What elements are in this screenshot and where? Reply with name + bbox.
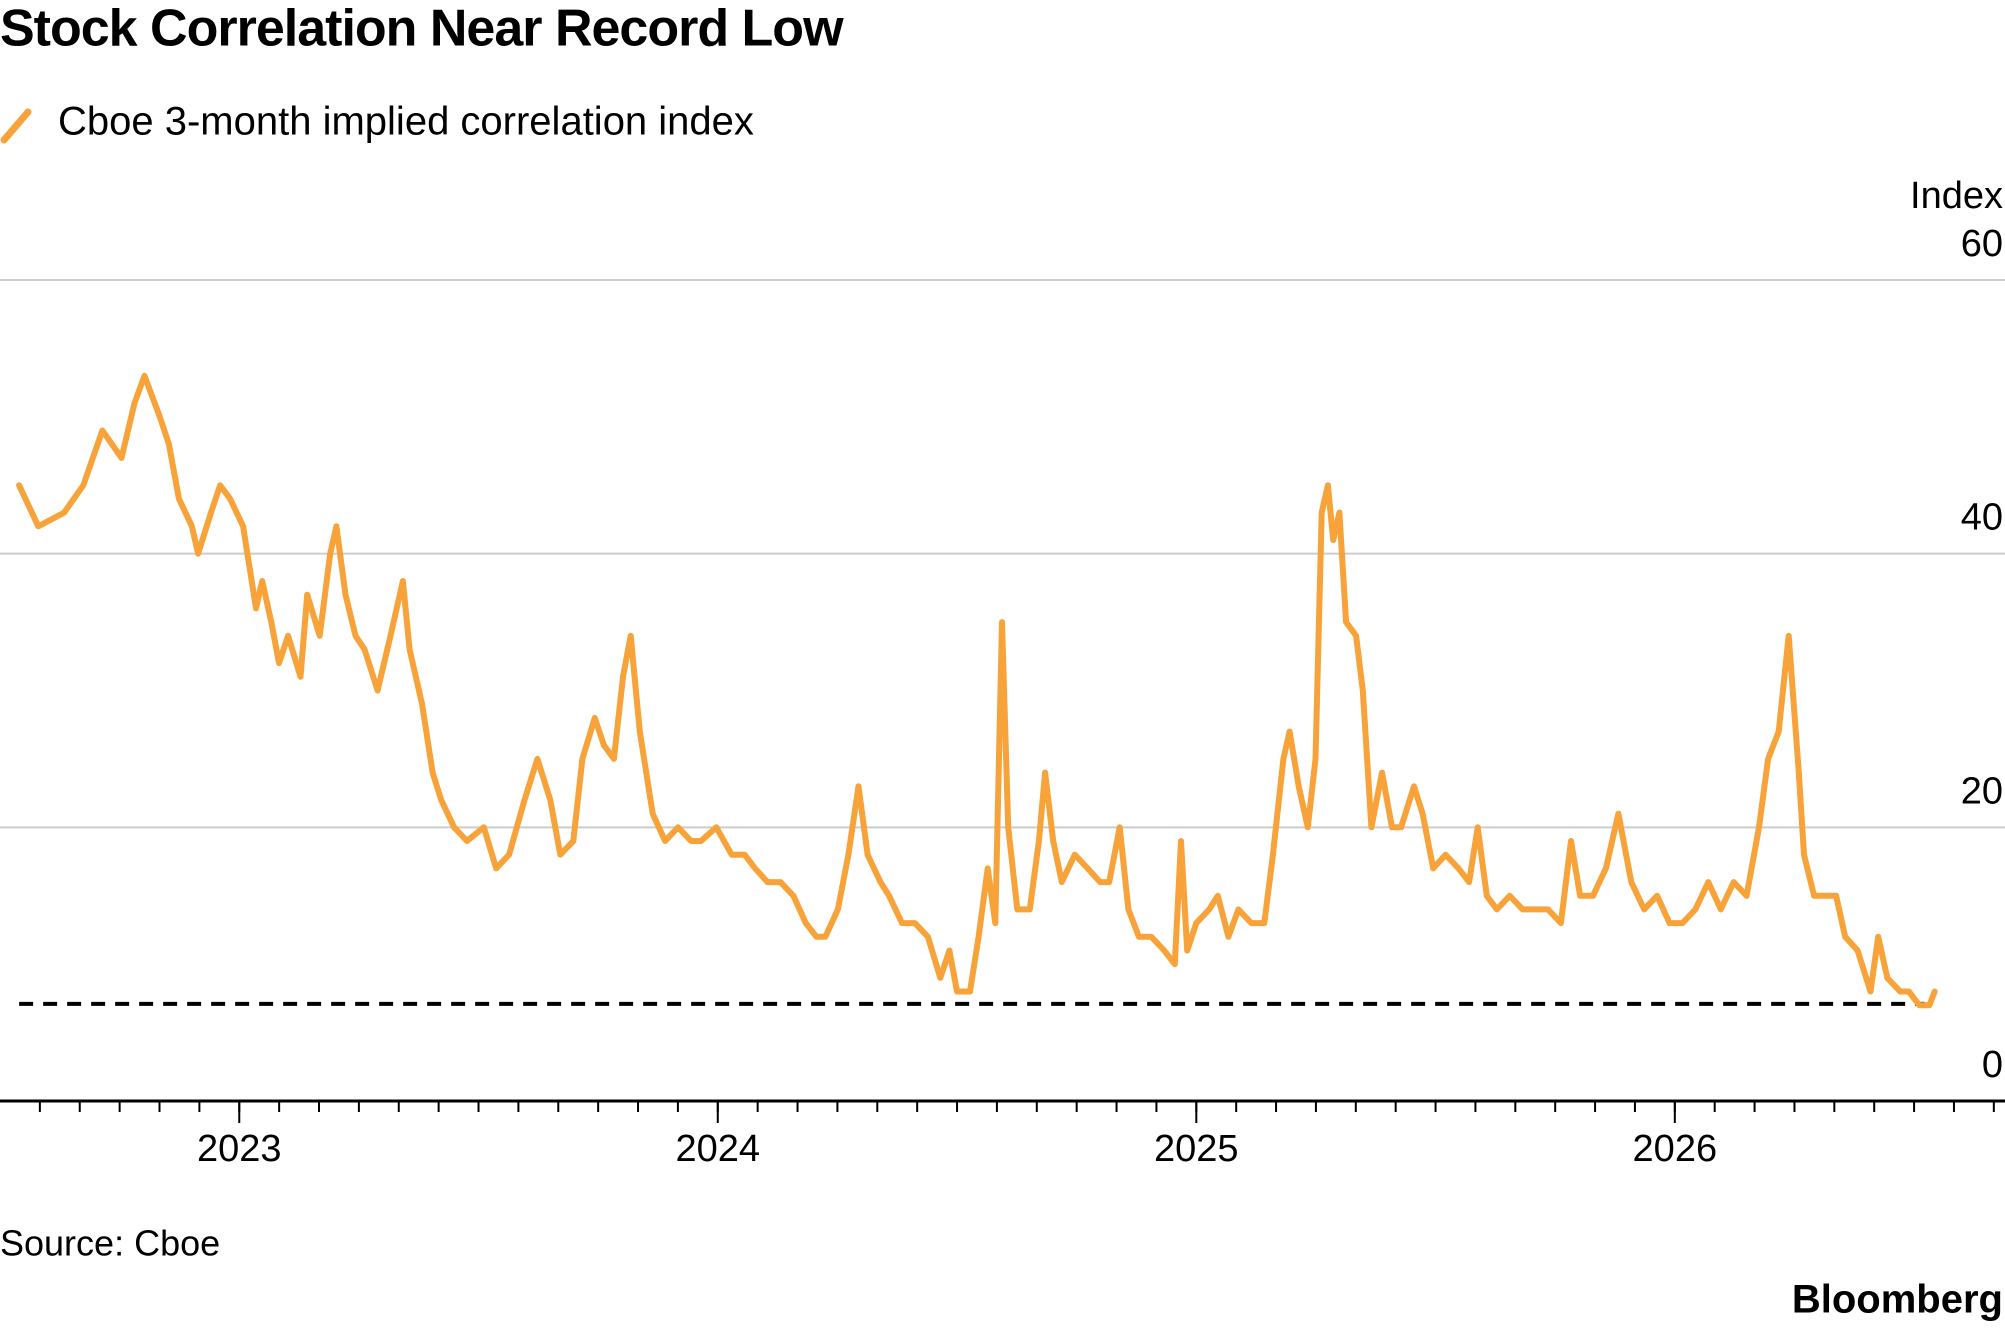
brand: Bloomberg: [1792, 1278, 2003, 1322]
x-tick-label: 2024: [676, 1128, 761, 1170]
x-tick-label: 2023: [197, 1128, 282, 1170]
y-tick-label: 40: [1961, 497, 2003, 539]
y-tick-label: 60: [1961, 223, 2003, 265]
y-axis-label: Index: [1910, 175, 2003, 217]
legend-swatch: [0, 108, 32, 144]
data-line: [16, 372, 1938, 1009]
x-tick-label: 2026: [1633, 1128, 1718, 1170]
source: Source: Cboe: [0, 1223, 220, 1264]
y-tick-label: 20: [1961, 770, 2003, 812]
x-tick-label: 2025: [1154, 1128, 1239, 1170]
chart-title: Stock Correlation Near Record Low: [0, 0, 844, 58]
y-tick-label: 0: [1982, 1044, 2003, 1086]
legend-label: Cboe 3-month implied correlation index: [58, 100, 754, 144]
